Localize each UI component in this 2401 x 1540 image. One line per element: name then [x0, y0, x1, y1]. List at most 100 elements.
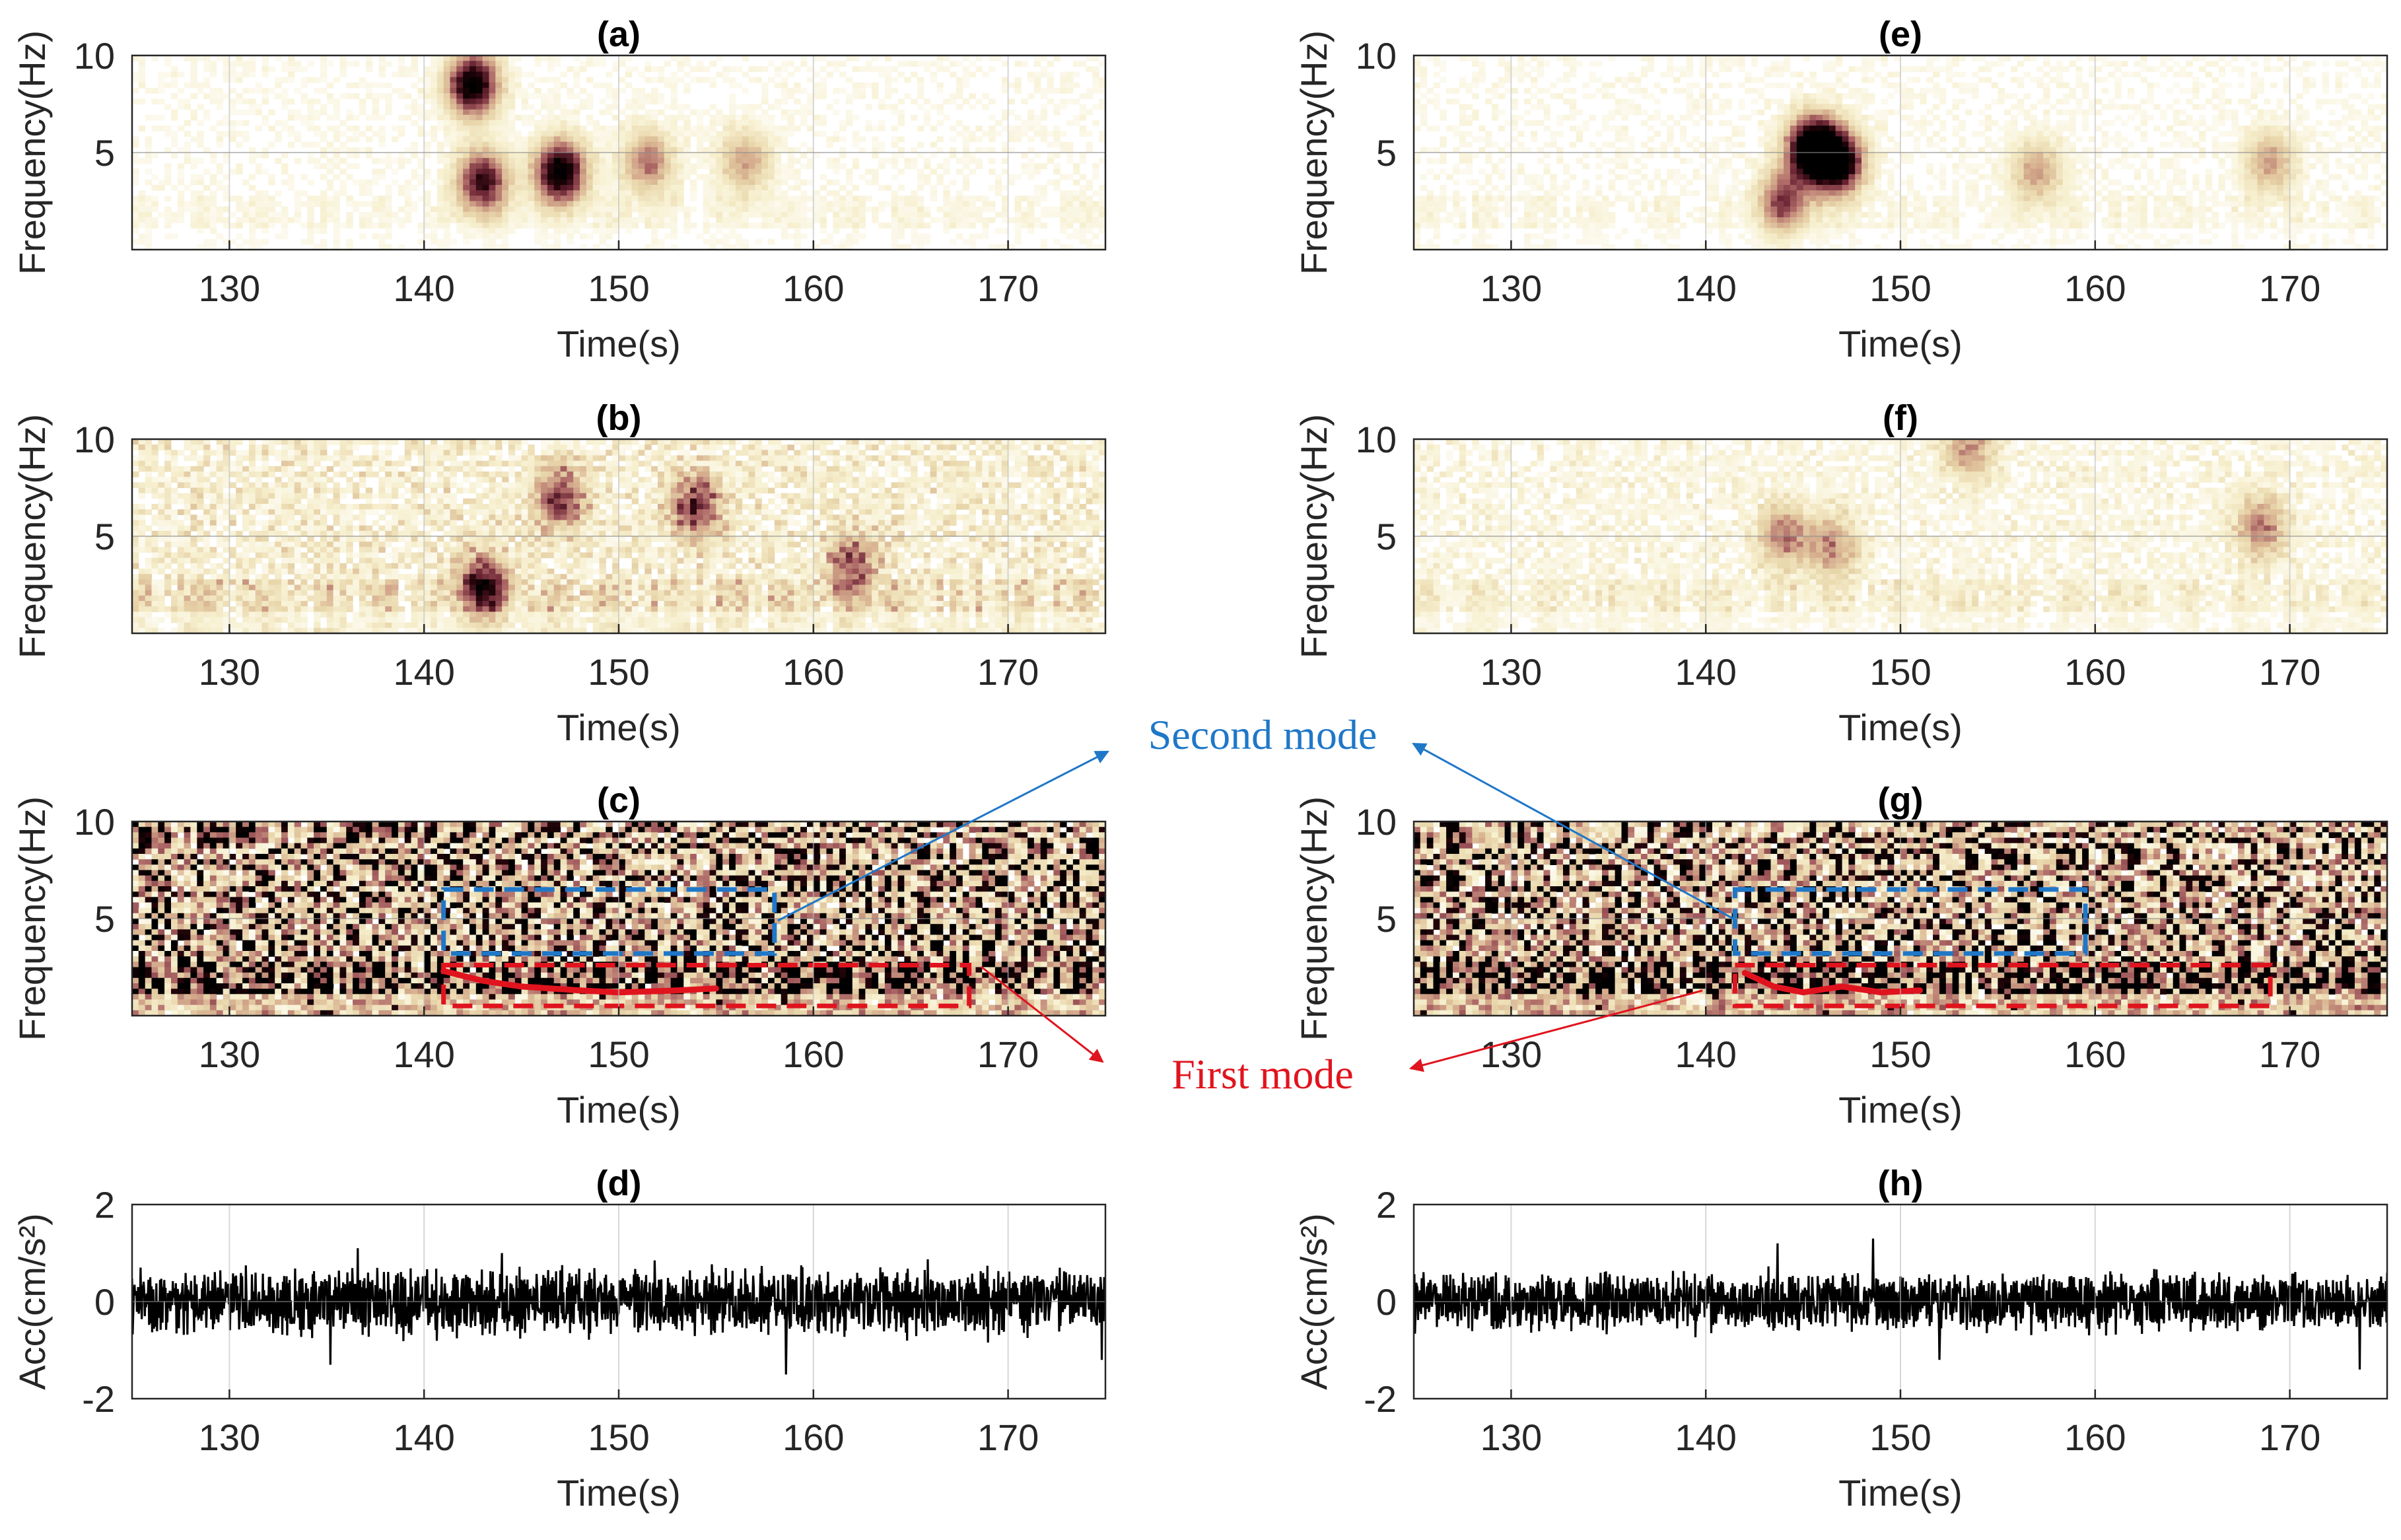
x-tick-label-d: 150	[588, 1417, 649, 1458]
y-tick-label-e: 10	[1356, 35, 1397, 77]
x-tick-label-f: 140	[1675, 651, 1736, 693]
x-tick-label-a: 130	[199, 267, 260, 309]
plot-content-b	[132, 439, 1105, 633]
x-tick-label-e: 140	[1675, 267, 1736, 309]
x-tick-label-g: 150	[1869, 1033, 1931, 1075]
x-tick-label-b: 160	[783, 651, 844, 693]
x-tick-label-f: 130	[1480, 651, 1542, 693]
x-tick-label-d: 140	[393, 1417, 454, 1458]
second-mode-arrow-left	[777, 750, 1109, 922]
y-tick-label-g: 5	[1376, 898, 1397, 940]
y-axis-label-a: Frequency(Hz)	[11, 30, 53, 275]
x-tick-label-e: 130	[1480, 267, 1542, 309]
panel-h: 130 140 150 160 170 -2 0 2 Time(s) Acc(cm/s²) (h)	[1293, 1164, 2388, 1514]
panel-title-b: (b)	[596, 398, 642, 438]
x-tick-label-a: 160	[783, 267, 844, 309]
panel-title-h: (h)	[1878, 1164, 1924, 1203]
x-tick-label-e: 160	[2064, 267, 2126, 309]
x-tick-label-h: 130	[1480, 1417, 1542, 1458]
y-axis-label-b: Frequency(Hz)	[11, 414, 53, 658]
x-axis-label-g: Time(s)	[1838, 1089, 1963, 1131]
panel-title-a: (a)	[597, 15, 641, 54]
y-tick-label-d: 0	[94, 1281, 115, 1323]
y-axis-label-c: Frequency(Hz)	[11, 796, 53, 1041]
second-mode-arrow-right	[1412, 742, 1737, 922]
second-mode-label: Second mode	[1148, 711, 1377, 758]
x-axis-label-h: Time(s)	[1838, 1472, 1963, 1514]
x-tick-label-c: 130	[199, 1033, 260, 1075]
x-tick-label-c: 160	[783, 1033, 844, 1075]
x-axis-label-a: Time(s)	[557, 323, 681, 365]
panel-title-e: (e)	[1879, 15, 1922, 54]
x-tick-label-f: 170	[2259, 651, 2320, 693]
panel-c: 130 140 150 160 170 5 10 Time(s) Frequency(Hz) (c…	[11, 781, 1107, 1131]
y-axis-label-d: Acc(cm/s²)	[11, 1213, 53, 1390]
x-axis-label-d: Time(s)	[557, 1472, 681, 1514]
x-tick-label-d: 170	[977, 1417, 1039, 1458]
panel-e: 130 140 150 160 170 5 10 Time(s) Frequency(Hz) (e…	[1293, 15, 2388, 365]
panel-title-g: (g)	[1878, 781, 1924, 820]
y-tick-label-c: 10	[74, 801, 115, 843]
x-tick-label-b: 170	[977, 651, 1039, 693]
x-tick-label-d: 130	[199, 1417, 260, 1458]
panel-f: 130 140 150 160 170 5 10 Time(s) Frequency(Hz) (f…	[1293, 398, 2388, 748]
x-tick-label-a: 170	[977, 267, 1039, 309]
x-axis-label-e: Time(s)	[1838, 323, 1963, 365]
y-axis-label-g: Frequency(Hz)	[1293, 796, 1335, 1041]
panel-a: 130 140 150 160 170 5 10 Time(s) Frequency(Hz) (a…	[11, 15, 1107, 365]
x-axis-label-b: Time(s)	[557, 707, 681, 748]
x-tick-label-g: 140	[1675, 1033, 1736, 1075]
panel-title-c: (c)	[597, 781, 641, 820]
x-tick-label-e: 170	[2259, 267, 2320, 309]
x-tick-label-b: 130	[199, 651, 260, 693]
x-tick-label-h: 170	[2259, 1417, 2320, 1458]
x-tick-label-g: 130	[1480, 1033, 1542, 1075]
x-tick-label-g: 160	[2064, 1033, 2126, 1075]
y-tick-label-c: 5	[94, 898, 115, 940]
panel-b: 130 140 150 160 170 5 10 Time(s) Frequency(Hz) (b…	[11, 398, 1107, 748]
y-tick-label-d: 2	[94, 1184, 115, 1226]
first-mode-label: First mode	[1171, 1051, 1354, 1098]
plot-content-e	[1414, 55, 2387, 250]
x-tick-label-f: 150	[1869, 651, 1931, 693]
panel-g: 130 140 150 160 170 5 10 Time(s) Frequency(Hz) (g…	[1293, 781, 2388, 1131]
x-tick-label-g: 170	[2259, 1033, 2320, 1075]
plot-content-f	[1414, 439, 2387, 633]
y-tick-label-f: 10	[1356, 419, 1397, 460]
second-mode-box-g	[1732, 887, 2088, 956]
x-tick-label-e: 150	[1869, 267, 1931, 309]
plot-content-g	[1414, 822, 2387, 1016]
x-tick-label-h: 160	[2064, 1417, 2126, 1458]
y-tick-label-f: 5	[1376, 516, 1397, 557]
x-tick-label-b: 150	[588, 651, 649, 693]
y-tick-label-h: 2	[1376, 1184, 1397, 1226]
y-tick-label-e: 5	[1376, 132, 1397, 174]
first-mode-arrow-left	[981, 965, 1104, 1063]
y-tick-label-h: 0	[1376, 1281, 1397, 1323]
x-tick-label-f: 160	[2064, 651, 2126, 693]
first-mode-box-g	[1732, 963, 2273, 1008]
panel-title-f: (f)	[1883, 398, 1918, 438]
x-tick-label-h: 150	[1869, 1417, 1931, 1458]
y-axis-label-e: Frequency(Hz)	[1293, 30, 1335, 275]
x-tick-label-c: 150	[588, 1033, 649, 1075]
mode-annotations: Second mode First mode	[777, 711, 1737, 1098]
x-tick-label-c: 140	[393, 1033, 454, 1075]
y-tick-label-d: -2	[82, 1378, 115, 1420]
x-tick-label-c: 170	[977, 1033, 1039, 1075]
x-axis-label-c: Time(s)	[557, 1089, 681, 1131]
x-tick-label-h: 140	[1675, 1417, 1736, 1458]
x-tick-label-a: 140	[393, 267, 454, 309]
y-tick-label-b: 10	[74, 419, 115, 460]
first-mode-ridge-c	[440, 967, 719, 996]
y-tick-label-a: 10	[74, 35, 115, 77]
y-tick-label-b: 5	[94, 516, 115, 557]
y-axis-label-h: Acc(cm/s²)	[1293, 1213, 1335, 1390]
first-mode-arrow-right	[1409, 989, 1703, 1072]
panel-d: 130 140 150 160 170 -2 0 2 Time(s) Acc(cm/s²) (d)	[11, 1164, 1107, 1514]
second-mode-box-c	[441, 887, 777, 956]
y-tick-label-g: 10	[1356, 801, 1397, 843]
plot-content-c	[132, 822, 1105, 1016]
x-tick-label-a: 150	[588, 267, 649, 309]
